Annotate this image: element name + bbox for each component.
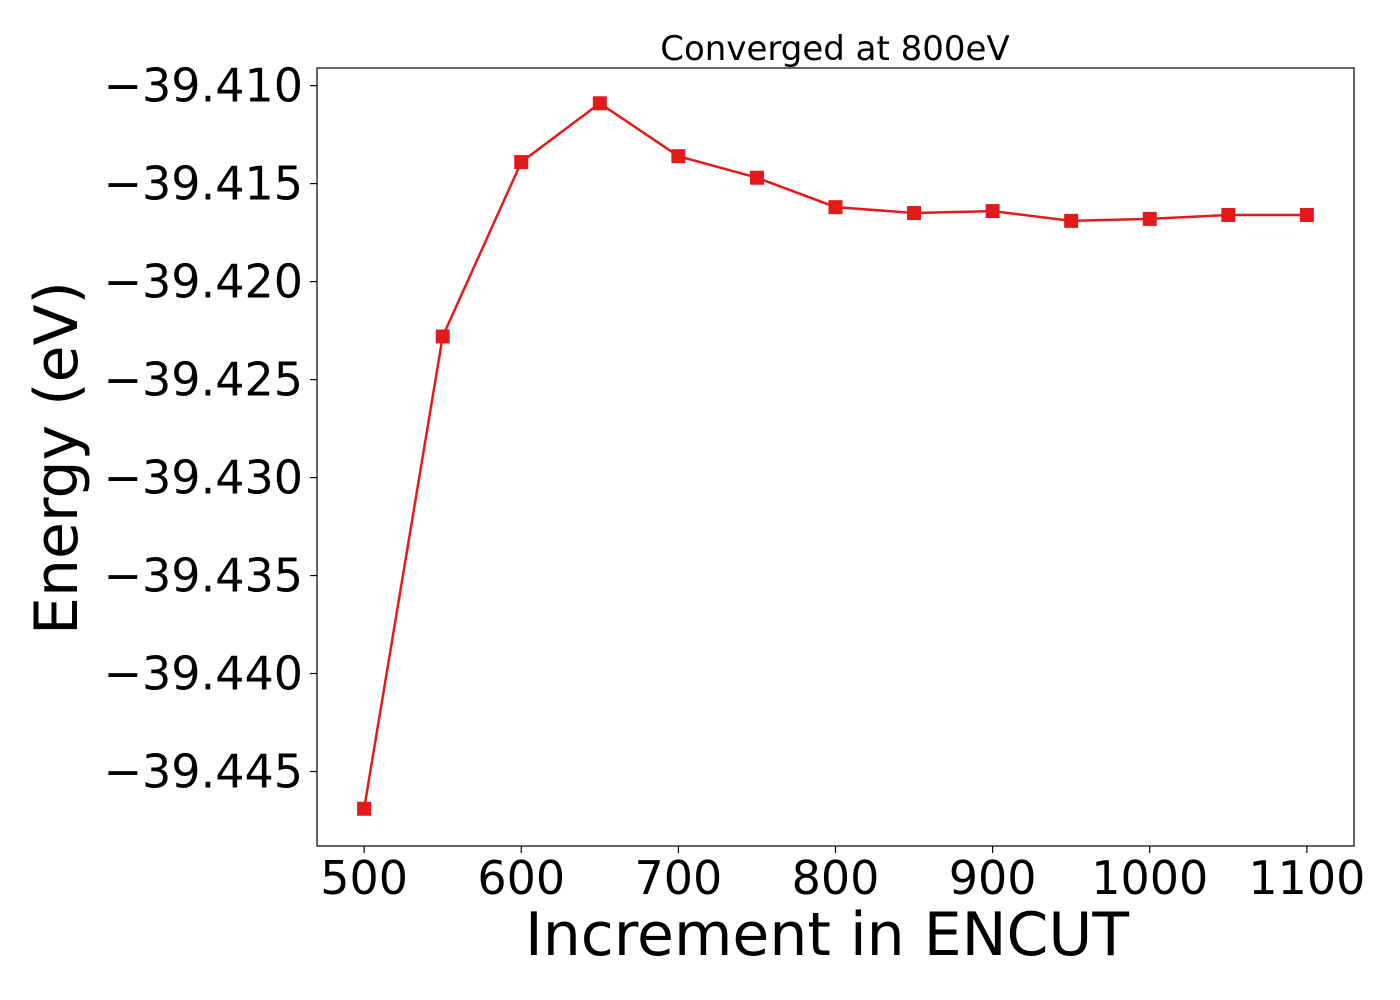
data-point-marker [749, 170, 764, 185]
data-point-marker [1142, 211, 1157, 226]
data-point-marker [828, 200, 843, 215]
y-axis-label: Energy (eV) [22, 281, 92, 635]
x-tick-label: 900 [949, 851, 1037, 905]
y-tick-label: −39.435 [104, 549, 304, 603]
data-point-marker [592, 96, 607, 111]
data-point-marker [514, 155, 529, 170]
data-point-marker [1064, 213, 1079, 228]
y-tick-label: −39.445 [104, 745, 304, 799]
x-axis-label: Increment in ENCUT [525, 900, 1129, 970]
y-tick-label: −39.440 [104, 647, 304, 701]
x-tick-label: 800 [792, 851, 880, 905]
y-tick-label: −39.425 [104, 353, 304, 407]
data-point-marker [1299, 207, 1314, 222]
data-point-marker [435, 329, 450, 344]
chart-title: Converged at 800eV [660, 29, 1009, 69]
y-tick-label: −39.430 [104, 451, 304, 505]
data-point-marker [907, 206, 922, 221]
data-point-marker [985, 204, 1000, 219]
data-point-marker [671, 149, 686, 164]
x-tick-label: 600 [477, 851, 565, 905]
y-tick-label: −39.415 [104, 157, 304, 211]
x-tick-label: 1000 [1091, 851, 1208, 905]
y-tick-label: −39.420 [104, 255, 304, 309]
plot-area-frame [316, 67, 1355, 847]
x-tick-label: 700 [634, 851, 722, 905]
data-series-layer [357, 96, 1314, 816]
x-tick-label: 500 [320, 851, 408, 905]
y-axis: −39.410 −39.415 −39.420 −39.425 −39.430 −39.4… [104, 59, 317, 799]
data-point-marker [1221, 207, 1236, 222]
y-tick-label: −39.410 [104, 59, 304, 113]
x-axis: 500 600 700 800 900 1000 1100 [320, 846, 1365, 905]
data-point-marker [357, 801, 372, 816]
x-tick-label: 1100 [1248, 851, 1365, 905]
